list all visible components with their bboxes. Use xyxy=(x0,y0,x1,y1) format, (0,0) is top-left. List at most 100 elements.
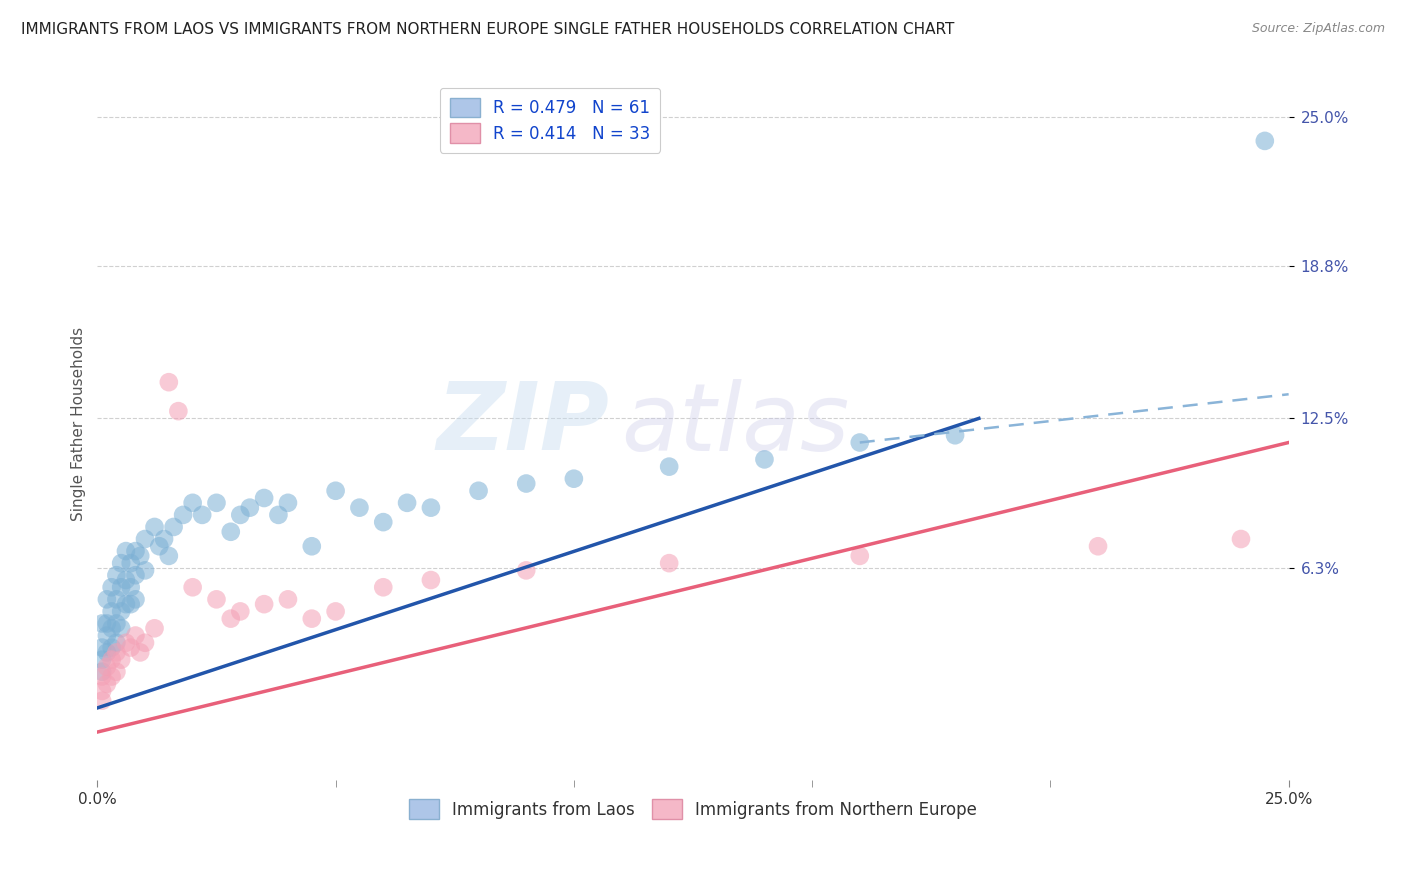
Point xyxy=(229,604,252,618)
Point xyxy=(157,549,180,563)
Point xyxy=(100,604,122,618)
Point xyxy=(349,500,371,515)
Point xyxy=(153,532,176,546)
Point xyxy=(120,580,142,594)
Point xyxy=(96,677,118,691)
Point xyxy=(110,580,132,594)
Point xyxy=(96,616,118,631)
Point xyxy=(467,483,489,498)
Point xyxy=(91,684,114,698)
Point xyxy=(301,539,323,553)
Point xyxy=(124,628,146,642)
Point xyxy=(105,616,128,631)
Point xyxy=(91,665,114,679)
Point xyxy=(267,508,290,522)
Point xyxy=(105,592,128,607)
Point xyxy=(124,568,146,582)
Point xyxy=(754,452,776,467)
Point xyxy=(658,459,681,474)
Point xyxy=(105,636,128,650)
Text: atlas: atlas xyxy=(621,379,849,470)
Point xyxy=(325,604,347,618)
Point xyxy=(134,636,156,650)
Point xyxy=(100,621,122,635)
Point xyxy=(91,653,114,667)
Point xyxy=(373,580,395,594)
Point xyxy=(419,500,441,515)
Point xyxy=(205,592,228,607)
Point xyxy=(562,472,585,486)
Point xyxy=(120,556,142,570)
Point xyxy=(110,621,132,635)
Point xyxy=(105,568,128,582)
Point xyxy=(396,496,419,510)
Point xyxy=(191,508,214,522)
Point xyxy=(105,665,128,679)
Point xyxy=(162,520,184,534)
Point xyxy=(115,636,138,650)
Point xyxy=(849,435,872,450)
Point xyxy=(325,483,347,498)
Point xyxy=(229,508,252,522)
Point xyxy=(167,404,190,418)
Point xyxy=(115,573,138,587)
Point xyxy=(658,556,681,570)
Point xyxy=(96,645,118,659)
Point xyxy=(1230,532,1253,546)
Point xyxy=(120,640,142,655)
Point xyxy=(1254,134,1277,148)
Point xyxy=(515,476,537,491)
Point xyxy=(96,628,118,642)
Point xyxy=(100,640,122,655)
Point xyxy=(100,580,122,594)
Point xyxy=(110,653,132,667)
Point xyxy=(110,604,132,618)
Text: ZIP: ZIP xyxy=(437,378,610,470)
Point xyxy=(96,660,118,674)
Point xyxy=(205,496,228,510)
Point xyxy=(129,549,152,563)
Legend: Immigrants from Laos, Immigrants from Northern Europe: Immigrants from Laos, Immigrants from No… xyxy=(402,793,984,825)
Point xyxy=(100,669,122,683)
Point xyxy=(143,520,166,534)
Point xyxy=(124,544,146,558)
Point xyxy=(110,556,132,570)
Point xyxy=(301,612,323,626)
Point xyxy=(115,597,138,611)
Point xyxy=(515,563,537,577)
Point xyxy=(943,428,966,442)
Point xyxy=(129,645,152,659)
Point xyxy=(373,515,395,529)
Point xyxy=(849,549,872,563)
Point xyxy=(91,616,114,631)
Point xyxy=(253,597,276,611)
Point xyxy=(219,524,242,539)
Point xyxy=(120,597,142,611)
Point xyxy=(148,539,170,553)
Point xyxy=(253,491,276,505)
Point xyxy=(239,500,262,515)
Point xyxy=(277,496,299,510)
Point xyxy=(105,645,128,659)
Y-axis label: Single Father Households: Single Father Households xyxy=(72,327,86,522)
Point xyxy=(100,653,122,667)
Point xyxy=(134,532,156,546)
Text: IMMIGRANTS FROM LAOS VS IMMIGRANTS FROM NORTHERN EUROPE SINGLE FATHER HOUSEHOLDS: IMMIGRANTS FROM LAOS VS IMMIGRANTS FROM … xyxy=(21,22,955,37)
Point xyxy=(172,508,194,522)
Point xyxy=(181,580,204,594)
Point xyxy=(1087,539,1109,553)
Point xyxy=(277,592,299,607)
Point xyxy=(143,621,166,635)
Point xyxy=(181,496,204,510)
Point xyxy=(115,544,138,558)
Point xyxy=(91,694,114,708)
Text: Source: ZipAtlas.com: Source: ZipAtlas.com xyxy=(1251,22,1385,36)
Point xyxy=(419,573,441,587)
Point xyxy=(124,592,146,607)
Point xyxy=(157,375,180,389)
Point xyxy=(91,669,114,683)
Point xyxy=(219,612,242,626)
Point xyxy=(91,640,114,655)
Point xyxy=(96,592,118,607)
Point xyxy=(134,563,156,577)
